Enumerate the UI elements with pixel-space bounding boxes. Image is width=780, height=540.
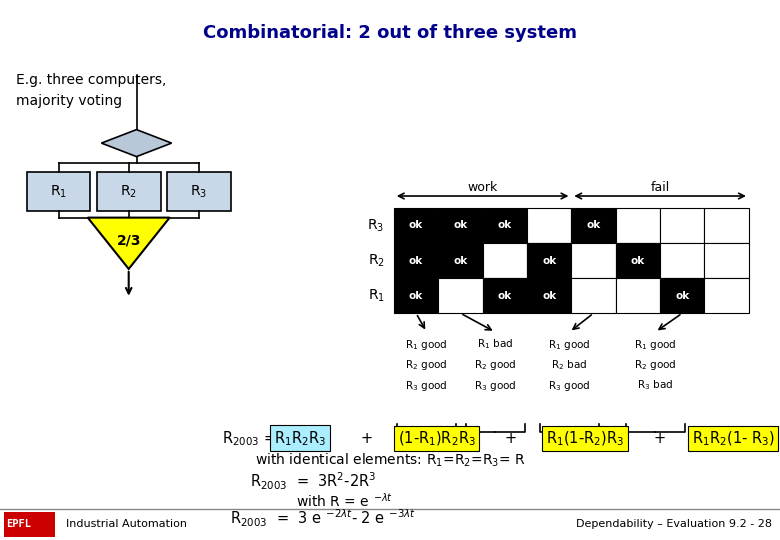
Text: ok: ok (409, 291, 424, 301)
Text: ok: ok (675, 291, 690, 301)
Text: R$_1$ good: R$_1$ good (548, 338, 590, 352)
Bar (704, 278, 749, 313)
Text: R$_1$R$_2$(1- R$_3$): R$_1$R$_2$(1- R$_3$) (692, 429, 775, 448)
Text: Dependability – Evaluation 9.2 - 28: Dependability – Evaluation 9.2 - 28 (576, 519, 772, 529)
Text: R$_3$ good: R$_3$ good (406, 379, 448, 393)
Bar (483, 278, 527, 313)
Text: +: + (653, 431, 665, 446)
Bar (4, 512, 55, 537)
Bar (660, 278, 704, 313)
Text: with R = e $^{-\lambda t}$: with R = e $^{-\lambda t}$ (296, 492, 393, 510)
Bar (438, 208, 483, 243)
Bar (483, 243, 527, 278)
FancyBboxPatch shape (97, 172, 161, 211)
Text: ok: ok (498, 291, 512, 301)
FancyBboxPatch shape (167, 172, 231, 211)
Bar (527, 243, 571, 278)
Bar (438, 278, 483, 313)
Text: ok: ok (542, 291, 556, 301)
Text: ok: ok (409, 220, 424, 231)
Text: R$_3$ bad: R$_3$ bad (637, 379, 673, 393)
Text: R$_1$: R$_1$ (50, 184, 67, 200)
Text: +: + (360, 431, 373, 446)
Bar (438, 243, 483, 278)
Text: ok: ok (453, 220, 467, 231)
Text: R$_1$(1-R$_2$)R$_3$: R$_1$(1-R$_2$)R$_3$ (546, 429, 624, 448)
Text: fail: fail (651, 181, 670, 194)
Text: R$_2$: R$_2$ (120, 184, 137, 200)
Text: R$_3$ good: R$_3$ good (548, 379, 590, 393)
Bar (615, 208, 660, 243)
Bar (704, 243, 749, 278)
Text: R$_2$ good: R$_2$ good (634, 358, 676, 372)
Text: R$_3$: R$_3$ (190, 184, 207, 200)
Text: ok: ok (542, 255, 556, 266)
Bar (527, 278, 571, 313)
Text: Industrial Automation: Industrial Automation (66, 519, 187, 529)
FancyBboxPatch shape (27, 172, 90, 211)
Text: with identical elements: R$_1$=R$_2$=R$_3$= R: with identical elements: R$_1$=R$_2$=R$_… (255, 451, 525, 469)
Text: R$_1$: R$_1$ (367, 287, 385, 304)
Bar (394, 278, 438, 313)
Text: EPFL: EPFL (6, 519, 31, 529)
Text: majority voting: majority voting (16, 94, 122, 109)
Bar (483, 208, 527, 243)
Text: R$_2$ good: R$_2$ good (474, 358, 516, 372)
Text: work: work (467, 181, 498, 194)
Text: R$_2$ bad: R$_2$ bad (551, 358, 587, 372)
Bar (615, 278, 660, 313)
Text: R$_1$R$_2$R$_3$: R$_1$R$_2$R$_3$ (274, 429, 327, 448)
Text: R$_1$ bad: R$_1$ bad (477, 338, 513, 352)
Bar (704, 208, 749, 243)
Bar (660, 208, 704, 243)
Text: 2/3: 2/3 (116, 233, 141, 247)
Bar (571, 243, 615, 278)
Text: ok: ok (587, 220, 601, 231)
Bar (527, 208, 571, 243)
Text: E.g. three computers,: E.g. three computers, (16, 73, 166, 87)
Text: ok: ok (498, 220, 512, 231)
Text: ok: ok (631, 255, 645, 266)
Bar (615, 243, 660, 278)
Polygon shape (88, 218, 170, 269)
Text: R$_2$ good: R$_2$ good (406, 358, 448, 372)
Text: R$_3$ good: R$_3$ good (474, 379, 516, 393)
Text: R$_3$: R$_3$ (367, 217, 385, 234)
Bar (571, 208, 615, 243)
Text: R$_1$ good: R$_1$ good (406, 338, 448, 352)
Text: R$_1$ good: R$_1$ good (634, 338, 676, 352)
Text: ok: ok (409, 255, 424, 266)
Bar (394, 208, 438, 243)
Polygon shape (101, 130, 172, 157)
Text: Combinatorial: 2 out of three system: Combinatorial: 2 out of three system (203, 24, 577, 42)
Text: +: + (505, 431, 517, 446)
Text: ok: ok (453, 255, 467, 266)
Text: R$_2$: R$_2$ (367, 252, 385, 269)
Text: R$_{2003}$  =  3 e $^{-2\lambda t}$- 2 e $^{-3\lambda t}$: R$_{2003}$ = 3 e $^{-2\lambda t}$- 2 e $… (230, 508, 417, 529)
Bar (660, 243, 704, 278)
Bar (571, 278, 615, 313)
Bar (394, 243, 438, 278)
Text: R$_{2003}$ =: R$_{2003}$ = (222, 429, 278, 448)
Text: (1-R$_1$)R$_2$R$_3$: (1-R$_1$)R$_2$R$_3$ (398, 429, 476, 448)
Text: R$_{2003}$  =  3R$^2$-2R$^3$: R$_{2003}$ = 3R$^2$-2R$^3$ (250, 471, 376, 492)
